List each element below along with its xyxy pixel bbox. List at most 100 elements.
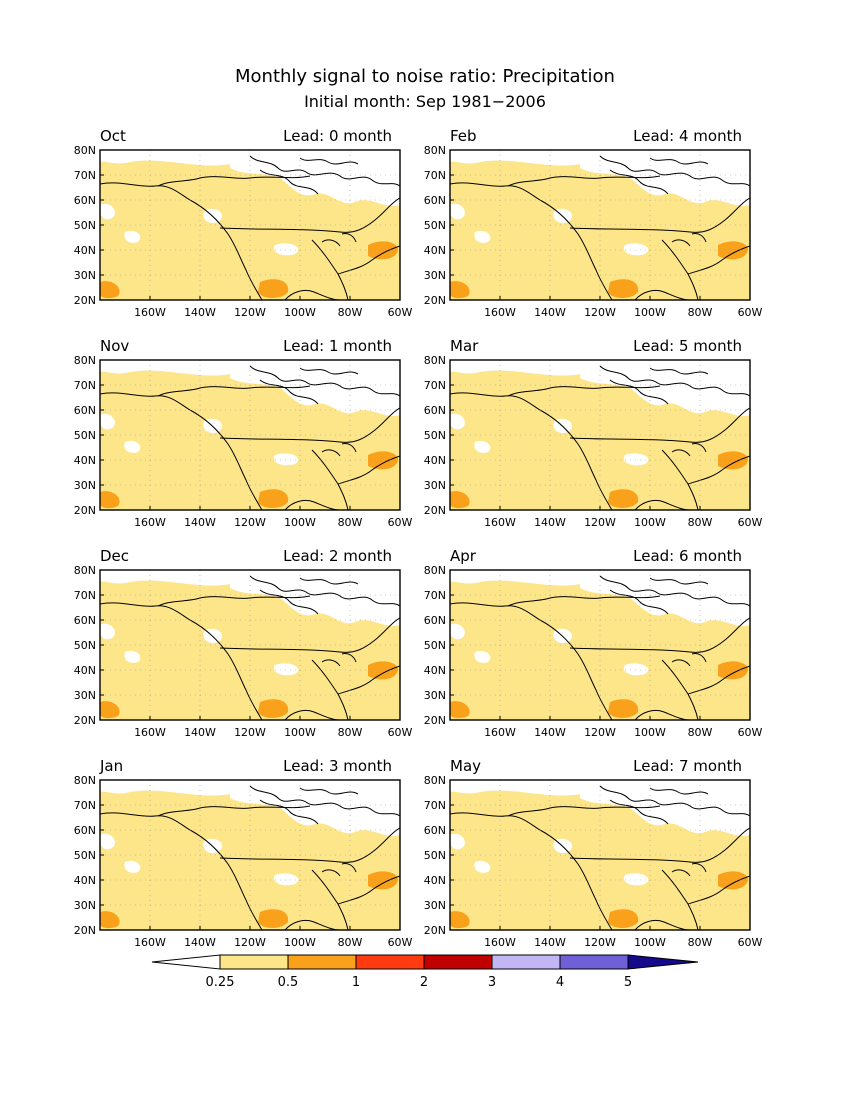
lon-tick-label: 160W [134,516,166,529]
lat-tick-label: 40N [424,874,446,887]
map-panel: Oct Lead: 0 month 80N 70N 60N 50N 40N 30N 20N 160… [74,127,413,319]
lat-tick-label: 40N [424,664,446,677]
panel-lead-label: Lead: 3 month [283,757,392,775]
lon-tick-label: 160W [484,936,516,949]
lon-tick-label: 100W [284,306,316,319]
lat-tick-label: 60N [424,824,446,837]
panel-lead-label: Lead: 0 month [283,127,392,145]
lon-tick-label: 140W [534,726,566,739]
lon-tick-label: 140W [184,936,216,949]
panel-month-label: Oct [100,127,126,145]
lat-tick-label: 80N [74,144,96,157]
map-panels: Oct Lead: 0 month 80N 70N 60N 50N 40N 30N 20N 160… [74,127,763,949]
precip-map [100,360,400,510]
lat-tick-label: 70N [74,589,96,602]
lat-tick-label: 20N [74,924,96,937]
colorbar: 0.25 0.5 1 2 3 4 5 [151,954,699,990]
lat-tick-label: 20N [424,504,446,517]
map-panel: Dec Lead: 2 month 80N 70N 60N 50N 40N 30N 20N 160… [74,547,413,739]
map-panel: Nov Lead: 1 month 80N 70N 60N 50N 40N 30N 20N 160… [74,337,413,529]
lat-tick-label: 80N [424,354,446,367]
lat-tick-label: 70N [74,799,96,812]
precip-map [450,150,750,300]
lon-tick-label: 80W [338,726,363,739]
lat-tick-label: 50N [74,429,96,442]
lon-tick-label: 120W [584,306,616,319]
lat-tick-label: 40N [74,874,96,887]
map-fill [100,360,400,510]
map-fill [450,780,750,930]
lat-tick-label: 50N [424,219,446,232]
lon-tick-label: 120W [584,516,616,529]
lon-tick-label: 100W [284,516,316,529]
lat-tick-label: 20N [74,714,96,727]
lat-tick-label: 70N [74,169,96,182]
lon-tick-label: 80W [688,516,713,529]
lon-tick-label: 100W [634,306,666,319]
lat-tick-label: 30N [424,269,446,282]
lon-tick-label: 100W [634,936,666,949]
lon-tick-label: 60W [388,306,413,319]
panel-lead-label: Lead: 4 month [633,127,742,145]
lat-tick-label: 30N [424,689,446,702]
lon-tick-label: 100W [284,726,316,739]
map-panel: Apr Lead: 6 month 80N 70N 60N 50N 40N 30N 20N 160… [424,547,763,739]
colorbar-label: 0.5 [278,975,299,990]
lat-tick-label: 50N [424,639,446,652]
lat-tick-label: 30N [74,479,96,492]
lon-tick-label: 60W [388,726,413,739]
lat-tick-label: 60N [424,404,446,417]
figure-subtitle: Initial month: Sep 1981−2006 [304,92,546,111]
lat-tick-label: 80N [74,774,96,787]
map-fill [100,570,400,720]
colorbar-high-arrow [627,954,699,970]
lat-tick-label: 50N [424,849,446,862]
colorbar-segment [355,954,425,970]
lat-tick-label: 70N [74,379,96,392]
lon-tick-label: 160W [484,516,516,529]
lon-tick-label: 60W [388,516,413,529]
precip-map [100,780,400,930]
precip-map [450,780,750,930]
lon-tick-label: 80W [688,936,713,949]
lon-tick-label: 80W [338,516,363,529]
lat-tick-label: 60N [424,194,446,207]
colorbar-label: 3 [488,975,496,990]
lon-tick-label: 100W [634,726,666,739]
lon-tick-label: 100W [634,516,666,529]
lat-tick-label: 50N [74,219,96,232]
lat-tick-label: 80N [74,564,96,577]
panel-month-label: Apr [450,547,477,565]
lon-tick-label: 120W [234,306,266,319]
lon-tick-label: 120W [584,936,616,949]
lat-tick-label: 60N [74,824,96,837]
lon-tick-label: 140W [184,726,216,739]
panel-month-label: Mar [450,337,479,355]
map-fill [100,780,400,930]
lon-tick-label: 120W [584,726,616,739]
lat-tick-label: 60N [424,614,446,627]
lat-tick-label: 50N [74,639,96,652]
lon-tick-label: 140W [534,516,566,529]
lat-tick-label: 20N [74,294,96,307]
lon-tick-label: 160W [484,306,516,319]
lat-tick-label: 50N [74,849,96,862]
colorbar-segment [559,954,629,970]
lon-tick-label: 60W [738,306,763,319]
figure-title: Monthly signal to noise ratio: Precipita… [235,66,615,87]
precip-map [100,570,400,720]
colorbar-label: 0.25 [206,975,235,990]
colorbar-label: 1 [352,975,360,990]
panel-month-label: Jan [99,757,123,775]
lon-tick-label: 80W [688,306,713,319]
lat-tick-label: 30N [424,899,446,912]
colorbar-segment [423,954,493,970]
lat-tick-label: 20N [424,924,446,937]
lon-tick-label: 80W [688,726,713,739]
lat-tick-label: 20N [74,504,96,517]
lat-tick-label: 20N [424,714,446,727]
lat-tick-label: 30N [74,269,96,282]
lat-tick-label: 40N [424,454,446,467]
panel-lead-label: Lead: 1 month [283,337,392,355]
lon-tick-label: 80W [338,306,363,319]
